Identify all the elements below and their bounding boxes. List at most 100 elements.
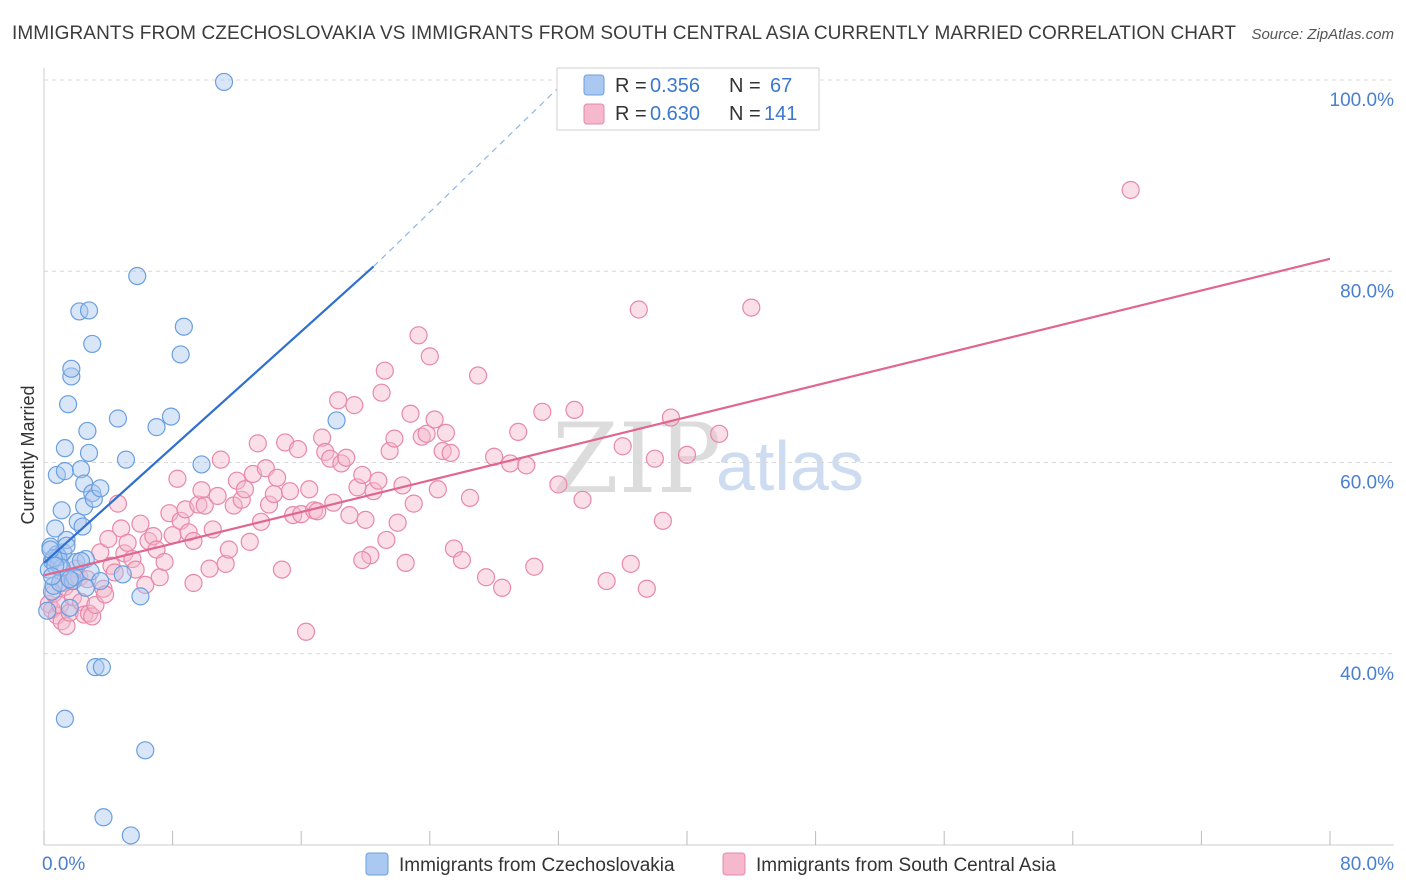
y-tick-label: 60.0% — [1340, 473, 1394, 494]
point-south-central-asia — [385, 429, 404, 448]
watermark: ZIP atlas — [552, 403, 864, 515]
point-czechoslovakia — [71, 460, 91, 479]
point-south-central-asia — [118, 533, 137, 552]
grid-lines — [44, 79, 1394, 655]
point-south-central-asia — [208, 486, 227, 506]
point-czechoslovakia — [46, 519, 65, 538]
point-south-central-asia — [428, 480, 447, 499]
point-south-central-asia — [353, 550, 372, 570]
point-czechoslovakia — [121, 826, 140, 845]
y-axis-label: Currently Married — [18, 385, 38, 524]
point-south-central-asia — [240, 532, 259, 551]
point-south-central-asia — [353, 465, 372, 485]
point-south-central-asia — [296, 622, 316, 641]
point-south-central-asia — [369, 471, 388, 490]
point-south-central-asia — [356, 510, 375, 529]
point-south-central-asia — [337, 448, 356, 467]
point-south-central-asia — [144, 527, 163, 546]
point-south-central-asia — [613, 437, 632, 456]
bottom-legend: Immigrants from Czechoslovakia Immigrant… — [365, 852, 1056, 876]
point-south-central-asia — [99, 529, 118, 549]
point-south-central-asia — [345, 396, 364, 415]
point-czechoslovakia — [55, 439, 74, 458]
point-south-central-asia — [645, 449, 664, 468]
point-south-central-asia — [372, 383, 391, 402]
point-czechoslovakia — [38, 601, 57, 620]
point-czechoslovakia — [57, 530, 76, 550]
point-south-central-asia — [340, 505, 359, 525]
point-south-central-asia — [493, 578, 512, 597]
point-south-central-asia — [597, 571, 616, 591]
point-south-central-asia — [168, 469, 187, 488]
point-south-central-asia — [321, 449, 340, 468]
point-czechoslovakia — [214, 72, 234, 92]
point-czechoslovakia — [86, 658, 105, 677]
point-south-central-asia — [388, 513, 407, 532]
point-south-central-asia — [425, 410, 444, 429]
point-czechoslovakia — [79, 443, 99, 463]
point-south-central-asia — [95, 585, 115, 604]
point-south-central-asia — [573, 490, 592, 509]
point-south-central-asia — [195, 496, 214, 515]
point-south-central-asia — [232, 490, 251, 509]
point-south-central-asia — [200, 559, 219, 578]
x-tick-label-max: 80.0% — [1340, 854, 1394, 875]
point-south-central-asia — [131, 514, 150, 533]
y-tick-label: 80.0% — [1340, 281, 1394, 302]
point-czechoslovakia — [192, 455, 211, 474]
point-south-central-asia — [460, 488, 480, 507]
point-czechoslovakia — [60, 598, 79, 617]
legend-swatch-pink — [583, 103, 605, 125]
legend-n-label-1: N = — [729, 75, 761, 97]
point-czechoslovakia — [171, 345, 190, 364]
point-south-central-asia — [60, 603, 79, 622]
point-czechoslovakia — [161, 407, 181, 426]
point-south-central-asia — [420, 347, 439, 366]
legend-r-label-2: R = — [615, 103, 647, 125]
series-south-central-asia — [39, 180, 1140, 641]
legend-r-value-2: 0.630 — [650, 103, 700, 125]
point-south-central-asia — [549, 475, 568, 494]
point-south-central-asia — [396, 553, 415, 573]
point-south-central-asia — [192, 481, 211, 500]
point-czechoslovakia — [84, 489, 103, 508]
point-south-central-asia — [1121, 180, 1140, 200]
point-south-central-asia — [150, 568, 169, 587]
y-tick-label: 40.0% — [1340, 664, 1394, 685]
point-south-central-asia — [264, 484, 283, 504]
point-south-central-asia — [136, 575, 155, 595]
point-south-central-asia — [441, 443, 460, 463]
point-south-central-asia — [629, 300, 648, 319]
point-czechoslovakia — [62, 367, 81, 386]
x-tick-label-min: 0.0% — [42, 854, 85, 875]
legend-n-label-2: N = — [729, 103, 761, 125]
point-south-central-asia — [412, 427, 431, 446]
point-czechoslovakia — [91, 479, 110, 498]
point-czechoslovakia — [59, 395, 78, 414]
chart-title: IMMIGRANTS FROM CZECHOSLOVAKIA VS IMMIGR… — [12, 23, 1236, 44]
point-south-central-asia — [565, 400, 584, 420]
series-czechoslovakia — [38, 72, 346, 845]
point-south-central-asia — [235, 480, 255, 499]
point-czechoslovakia — [62, 359, 81, 378]
y-tick-labels: 40.0% 60.0% 80.0% 100.0% — [1330, 90, 1395, 685]
x-tick-labels: 0.0% 80.0% — [42, 854, 1394, 875]
trend-lines — [43, 79, 1331, 577]
point-czechoslovakia — [55, 709, 74, 728]
point-south-central-asia — [248, 434, 267, 453]
watermark-atlas: atlas — [716, 427, 864, 505]
trend-line-south-central-asia — [43, 257, 1331, 577]
point-czechoslovakia — [78, 421, 97, 441]
point-south-central-asia — [476, 568, 496, 587]
trend-line-czechoslovakia — [43, 265, 375, 564]
point-south-central-asia — [280, 482, 300, 501]
point-czechoslovakia — [57, 536, 76, 555]
axes — [43, 68, 1394, 846]
point-czechoslovakia — [42, 567, 62, 586]
point-czechoslovakia — [116, 450, 136, 469]
point-czechoslovakia — [41, 540, 60, 559]
point-czechoslovakia — [174, 317, 193, 336]
point-czechoslovakia — [52, 501, 71, 520]
point-south-central-asia — [329, 391, 348, 410]
